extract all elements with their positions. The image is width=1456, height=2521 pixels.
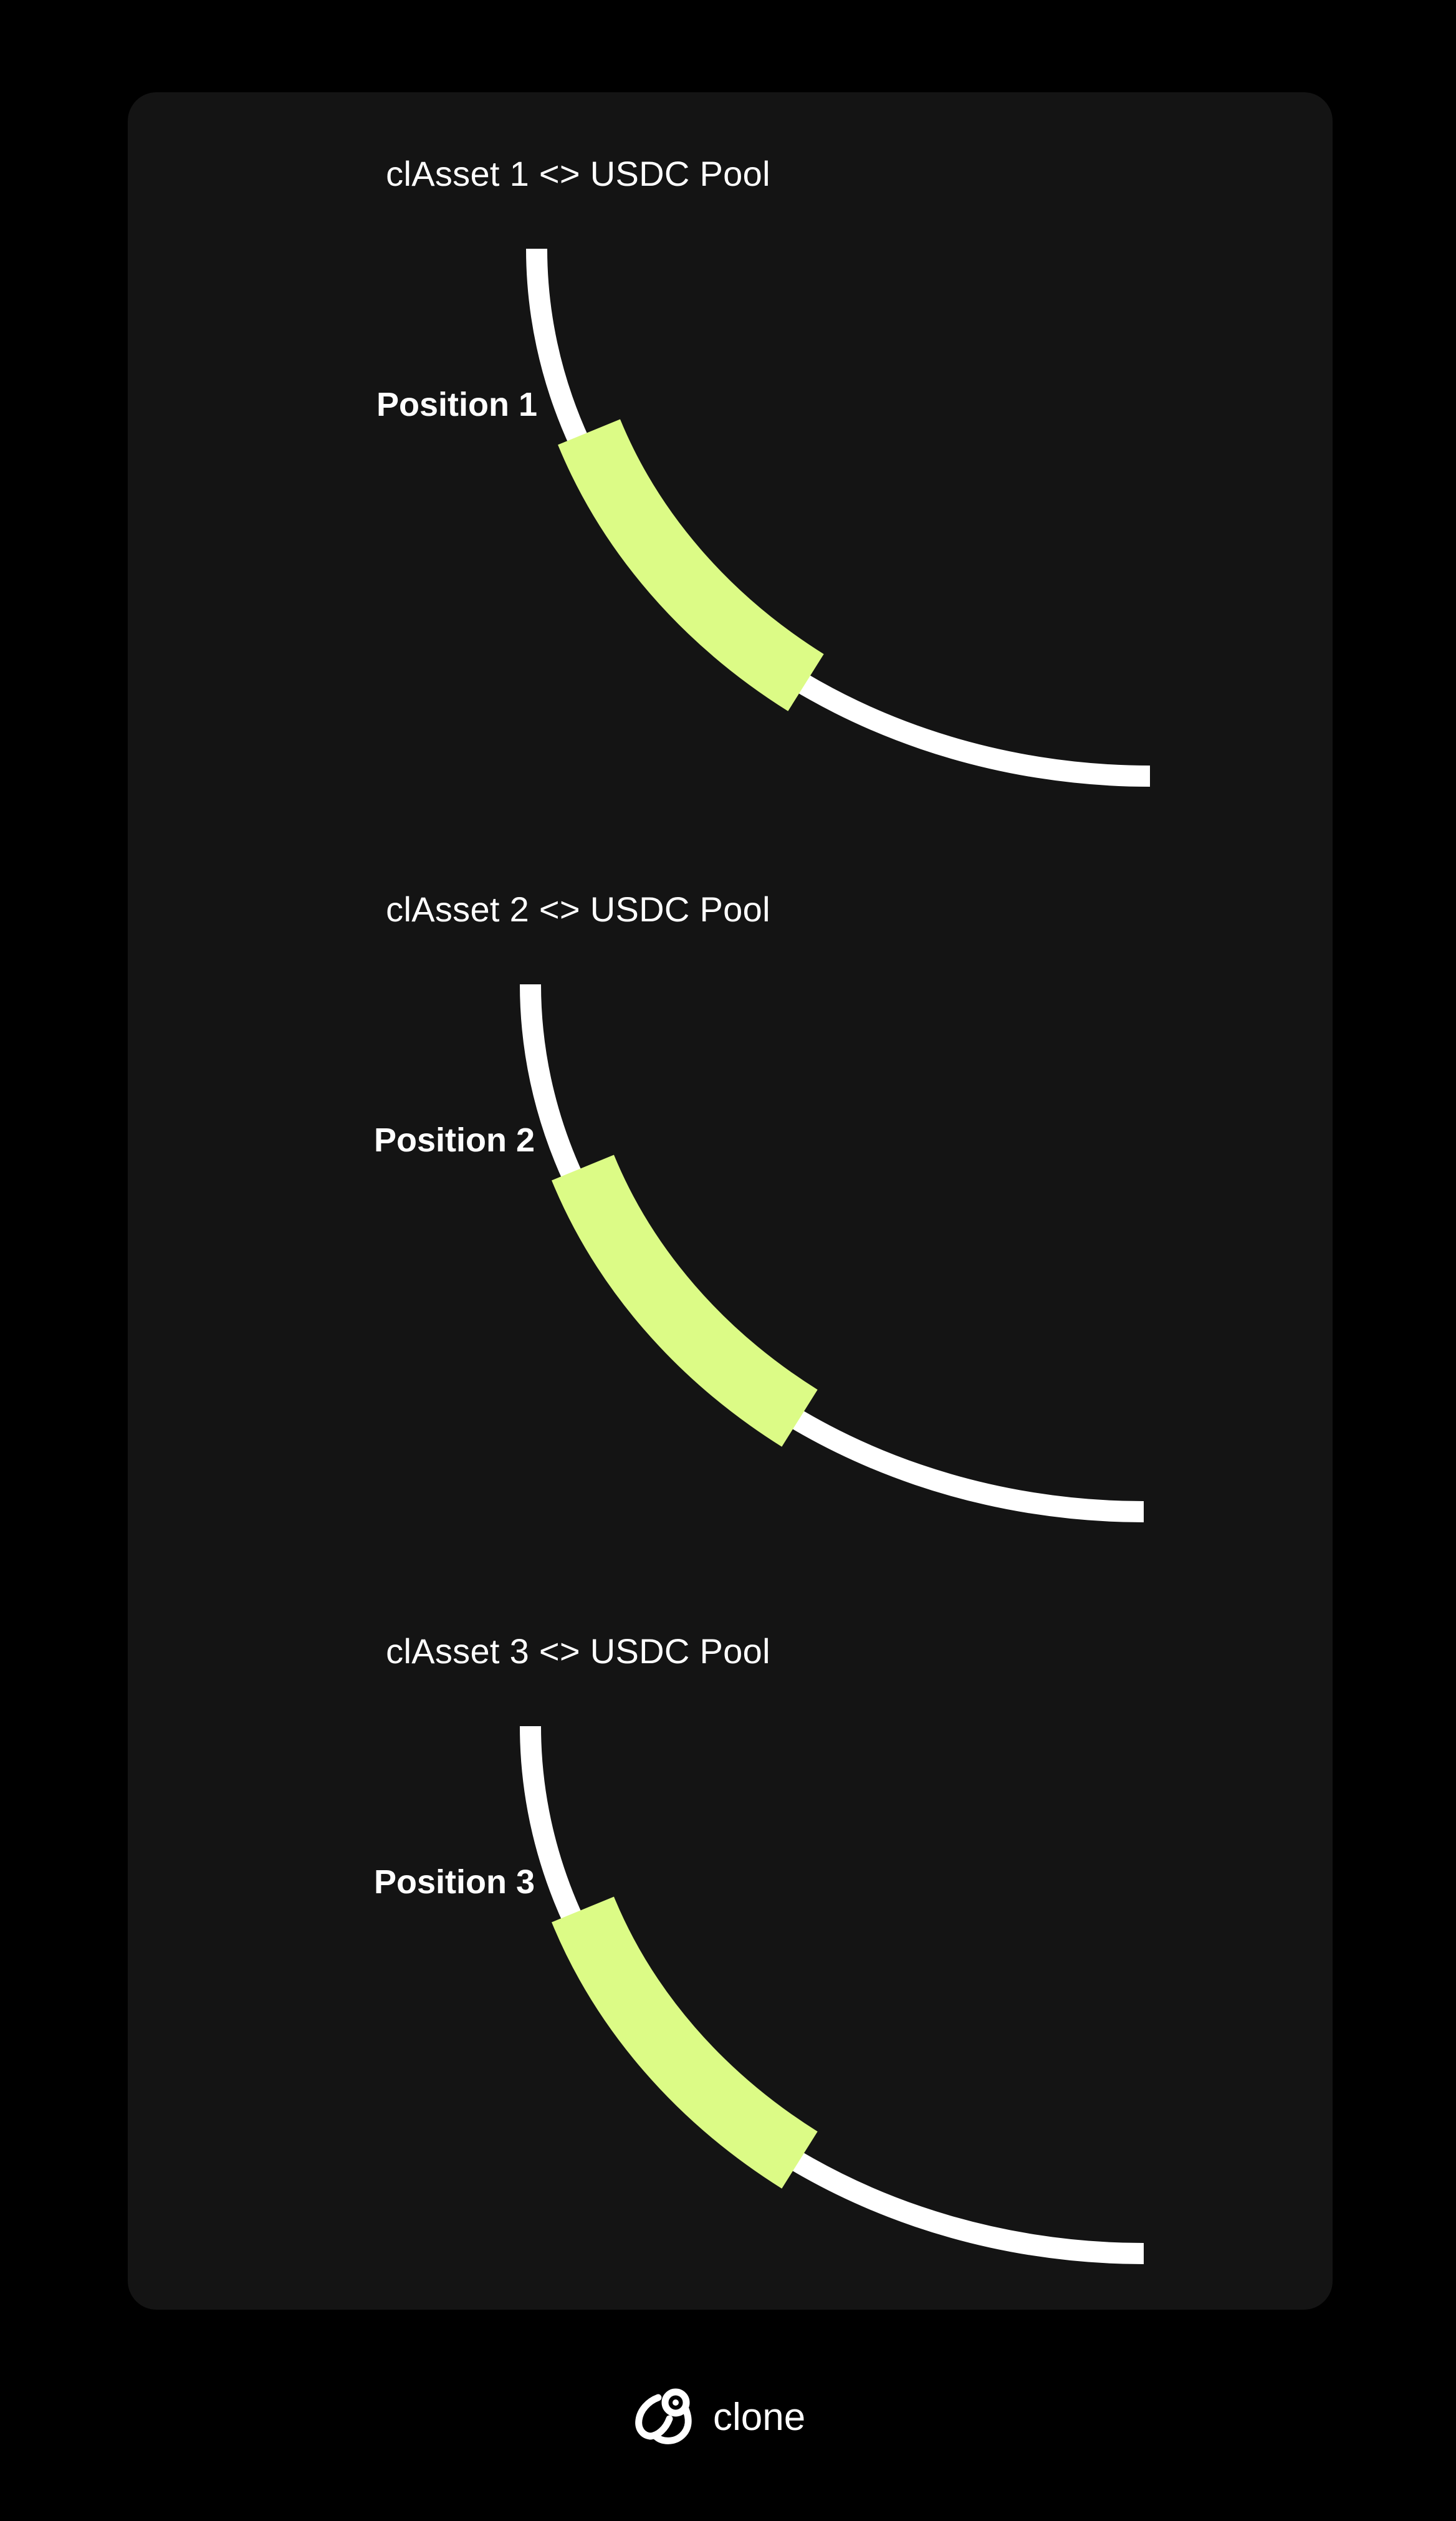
brand-wordmark-text: clone — [713, 2396, 805, 2439]
liquidity-range-gauge[interactable] — [502, 956, 1181, 1535]
gauge-arc-svg — [526, 248, 1151, 787]
gauge-arc-svg — [520, 1726, 1144, 2264]
clone-swirl-logo-icon — [630, 2386, 699, 2449]
pool-title: clAsset 3 <> USDC Pool — [386, 1631, 770, 1671]
liquidity-range-gauge[interactable] — [508, 220, 1187, 800]
pool-title: clAsset 2 <> USDC Pool — [386, 890, 770, 929]
brand-wordmark: clone — [713, 2396, 826, 2440]
pool-title: clAsset 1 <> USDC Pool — [386, 154, 770, 193]
positions-card: clAsset 1 <> USDC Pool Position 1 clAsse… — [128, 92, 1333, 2310]
position-label: Position 3 — [373, 1863, 535, 1901]
position-label: Position 1 — [376, 386, 538, 423]
pool-block: clAsset 3 <> USDC Pool Position 3 — [128, 1570, 1333, 2310]
liquidity-range-gauge[interactable] — [502, 1697, 1181, 2277]
pool-block: clAsset 1 <> USDC Pool Position 1 — [128, 92, 1333, 828]
footer-brand: clone — [0, 2386, 1456, 2449]
position-label: Position 2 — [373, 1121, 535, 1159]
pool-block: clAsset 2 <> USDC Pool Position 2 — [128, 828, 1333, 1570]
gauge-range-arc — [552, 1896, 818, 2189]
gauge-range-arc — [558, 419, 824, 711]
gauge-arc-svg — [520, 984, 1144, 1522]
gauge-range-arc — [552, 1155, 818, 1447]
brand-wordmark-svg: clone — [713, 2396, 805, 2439]
